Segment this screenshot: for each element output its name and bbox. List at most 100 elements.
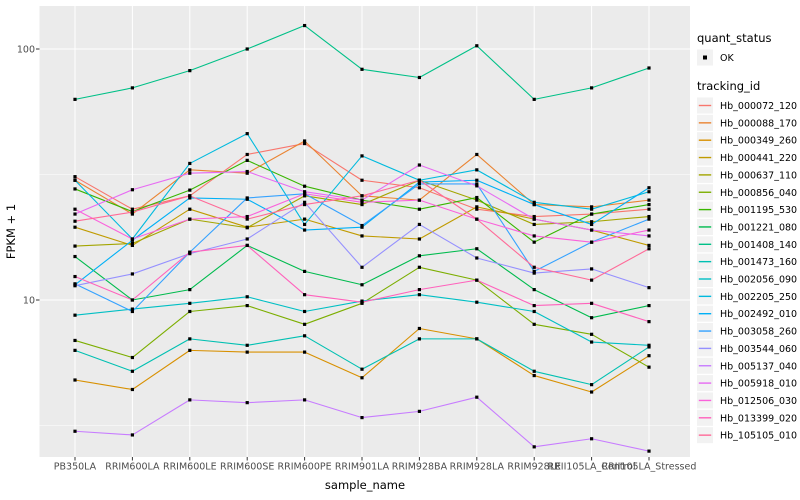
data-point [417,326,421,331]
data-point [303,200,307,204]
data-point [130,369,134,373]
data-point [130,207,134,211]
data-point [532,202,536,207]
data-point [245,350,249,354]
data-point [532,217,536,221]
data-point [417,207,421,211]
data-point [647,343,651,347]
legend-entry-label: Hb_001195_530 [720,205,797,216]
data-point [417,254,421,258]
legend-entry-label: Hb_000088_170 [720,118,797,129]
data-point [647,214,651,219]
data-point [73,254,77,259]
data-point [475,256,479,260]
data-point [475,395,479,399]
data-point [188,398,192,402]
data-point [590,332,594,336]
x-tick-label-RRIM928LE: RRIM928LE [507,462,561,473]
data-point [532,322,536,326]
data-point [360,283,364,287]
data-point [188,301,192,305]
data-point [417,75,421,80]
data-point [590,86,594,90]
data-point [245,226,249,230]
data-point [475,300,479,304]
data-point [647,198,651,202]
legend-entry-label: Hb_005918_010 [720,379,797,390]
data-point [590,267,594,271]
data-point [360,265,364,269]
data-point [245,214,249,219]
data-point [303,184,307,188]
data-point [188,309,192,314]
data-point [303,23,307,28]
legend-quant-status-title: quant_status [697,31,772,45]
data-point [417,198,421,202]
data-point [360,154,364,158]
axis-tick-marks [36,48,650,461]
x-axis-title: sample_name [325,478,405,492]
data-point [647,186,651,190]
data-point [188,188,192,192]
data-point [360,367,364,371]
x-tick-label-PB350LA: PB350LA [54,462,97,473]
data-point [647,234,651,238]
legend-entry-label: Hb_001473_160 [720,257,797,268]
data-point [647,243,651,248]
legend-tracking-entries: Hb_000072_120 Hb_000088_170 Hb_000349_260 H… [697,97,797,444]
data-point [245,243,249,248]
data-point [73,429,77,433]
x-tick-label-RRIM600LA: RRIM600LA [105,462,160,473]
data-point [130,272,134,276]
data-point [130,86,134,90]
data-point [303,202,307,207]
data-point [590,220,594,224]
data-point [73,225,77,229]
data-point [188,217,192,221]
legend-entry-label: Hb_003544_060 [720,344,797,355]
data-point [475,247,479,251]
data-point [188,161,192,166]
data-point [647,320,651,324]
data-point [417,163,421,167]
legend-entry-Hb_000349_260: Hb_000349_260 [697,132,797,149]
data-point [188,168,192,172]
legend-entry-label: Hb_105105_010 [720,431,797,442]
data-point [475,337,479,341]
data-point [532,303,536,308]
legend-entry-Hb_002492_010: Hb_002492_010 [697,305,797,322]
data-point [532,271,536,275]
x-axis-tick-labels: PB350LA RRIM600LA RRIM600LE RRIM600SE RRIM60… [54,462,697,473]
data-point [475,205,479,209]
legend-entry-Hb_001408_140: Hb_001408_140 [697,236,797,253]
data-point [73,274,77,279]
data-point [73,338,77,343]
legend-entry-label: Hb_002492_010 [720,309,797,320]
legend-tracking-id-title: tracking_id [697,79,760,93]
data-point [303,228,307,232]
data-point [73,313,77,317]
data-point [130,387,134,392]
data-point [73,282,77,286]
data-point [532,373,536,378]
data-point [130,298,134,302]
legend-entry-Hb_001221_080: Hb_001221_080 [697,218,797,235]
data-point [417,237,421,241]
data-point [245,237,249,241]
data-point [360,67,364,71]
data-point [73,244,77,248]
data-point [417,288,421,292]
data-point [245,171,249,175]
data-point [532,265,536,269]
legend-entry-Hb_002056_090: Hb_002056_090 [697,271,797,287]
data-point [303,222,307,227]
data-point [647,286,651,290]
data-point [475,168,479,172]
data-point [303,334,307,338]
data-point [590,316,594,320]
data-point [647,190,651,194]
data-point [188,337,192,341]
legend-entry-label: Hb_000856_040 [720,188,797,199]
data-point [360,234,364,238]
